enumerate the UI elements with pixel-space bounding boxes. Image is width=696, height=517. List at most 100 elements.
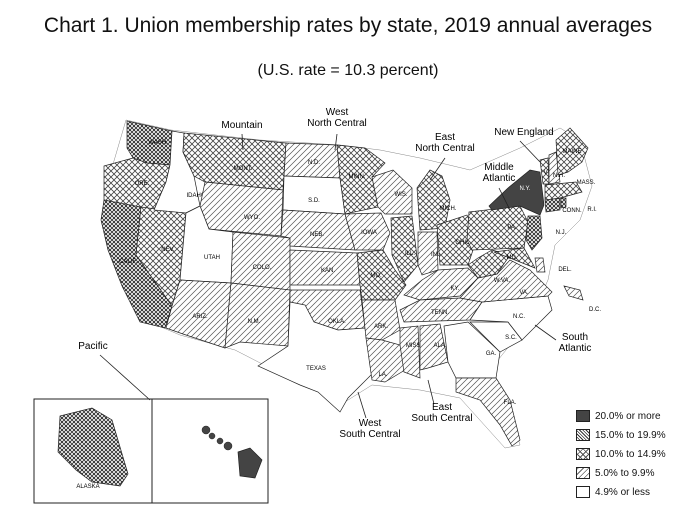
state-shape-ohio [436, 214, 478, 266]
legend-swatch-20-plus [576, 410, 590, 422]
chart-title: Chart 1. Union membership rates by state… [43, 14, 653, 37]
state-label: DEL. [558, 267, 572, 273]
region-leader-line [99, 354, 151, 401]
region-label: Middle Atlantic [483, 162, 516, 184]
region-label-line: South Central [411, 413, 472, 424]
state-shape-dc [563, 285, 584, 301]
region-label-line: North Central [307, 118, 366, 129]
state-label: CALIF. [119, 259, 137, 265]
state-label: D.C. [589, 307, 601, 313]
state-label: MAINE [562, 149, 581, 155]
state-shape-neb [280, 209, 356, 251]
state-shape-ind [417, 231, 439, 276]
hawaii-island [201, 425, 211, 435]
state-label: NEB. [310, 232, 324, 238]
state-label: N.J. [556, 230, 567, 236]
state-shape-ark [361, 299, 401, 341]
state-label: COLO. [253, 265, 272, 271]
region-label: East North Central [415, 132, 474, 154]
state-label: MINN. [349, 174, 366, 180]
state-label: N.D. [308, 160, 320, 166]
region-label-line: Atlantic [559, 343, 592, 354]
state-shape-alaska [57, 407, 129, 487]
state-label: VA. [519, 290, 529, 296]
state-shape-maine [555, 127, 589, 176]
state-label: N.H. [553, 173, 565, 179]
state-shape-del [534, 257, 546, 273]
region-label: West North Central [307, 107, 366, 129]
state-label: MO. [370, 273, 382, 279]
state-label: ALASKA [76, 484, 99, 490]
state-shape-ala [419, 323, 449, 371]
state-label: UTAH [204, 255, 220, 261]
us-outline [103, 119, 593, 449]
legend: 20.0% or more 15.0% to 19.9% 10.0% to 14… [576, 407, 694, 502]
state-shape-ill [390, 215, 419, 283]
region-leader-line [534, 324, 557, 341]
state-shape-fla [455, 377, 521, 447]
state-label: WYO. [244, 215, 260, 221]
legend-item-0-4: 4.9% or less [576, 483, 694, 501]
legend-item-10-14: 10.0% to 14.9% [576, 445, 694, 463]
region-label-line: Pacific [78, 341, 107, 352]
state-label: N.C. [513, 314, 525, 320]
region-leader-line [357, 391, 367, 419]
state-shape-sd [282, 175, 346, 215]
state-label: KAN. [321, 268, 335, 274]
state-shape-nj [525, 215, 543, 251]
legend-swatch-15-19 [576, 429, 590, 441]
legend-label: 4.9% or less [595, 486, 651, 498]
region-leader-line [334, 133, 338, 151]
hawaii-island [216, 437, 224, 445]
region-label-line: West [326, 107, 349, 118]
state-shape-nm [224, 282, 291, 349]
state-label: TENN. [431, 310, 449, 316]
state-shape-miss [399, 325, 421, 379]
state-shape-mo [356, 249, 407, 301]
legend-swatch-5-9 [576, 467, 590, 479]
state-label: IOWA [361, 230, 377, 236]
state-label: ORE. [135, 181, 150, 187]
state-label: R.I. [587, 207, 597, 213]
state-label: GA. [486, 351, 497, 357]
state-label: WIS. [395, 192, 408, 198]
legend-label: 20.0% or more [595, 410, 661, 422]
state-label: MISS. [406, 343, 423, 349]
region-leader-line [519, 140, 541, 163]
region-label-line: East [435, 132, 455, 143]
state-label: TEXAS [306, 366, 326, 372]
region-label-line: Mountain [221, 120, 262, 131]
legend-item-20-plus: 20.0% or more [576, 407, 694, 425]
region-label-line: East [432, 402, 452, 413]
legend-swatch-10-14 [576, 448, 590, 460]
legend-item-5-9: 5.0% to 9.9% [576, 464, 694, 482]
region-label-line: Middle [484, 162, 514, 173]
region-label: West South Central [339, 418, 400, 440]
alaska-hawaii-inset [33, 398, 269, 504]
legend-label: 10.0% to 14.9% [595, 448, 666, 460]
region-label-line: South Central [339, 429, 400, 440]
region-leader-line [241, 133, 244, 151]
state-label: N.Y. [520, 186, 531, 192]
state-shape-colo [230, 231, 291, 291]
region-label-line: West [359, 418, 382, 429]
state-shape-ri [560, 197, 567, 209]
region-label: South Atlantic [559, 332, 592, 354]
state-label: MICH. [440, 206, 457, 212]
state-shape-md [493, 247, 536, 269]
hawaii-island [223, 441, 233, 451]
state-shape-ny [488, 169, 545, 216]
state-label: OKLA. [328, 319, 346, 325]
region-label: New England [494, 127, 553, 138]
state-label: N.M. [248, 319, 261, 325]
region-leader-line [498, 187, 511, 211]
state-shape-iowa [344, 212, 391, 251]
state-label: VT. [544, 170, 553, 176]
region-label-line: South [562, 332, 588, 343]
state-shape-wyo [199, 181, 284, 237]
region-label-line: New England [494, 127, 553, 138]
state-shape-mont [182, 132, 287, 191]
state-label: S.C. [505, 335, 517, 341]
region-leader-line [427, 379, 435, 405]
legend-swatch-0-4 [576, 486, 590, 498]
